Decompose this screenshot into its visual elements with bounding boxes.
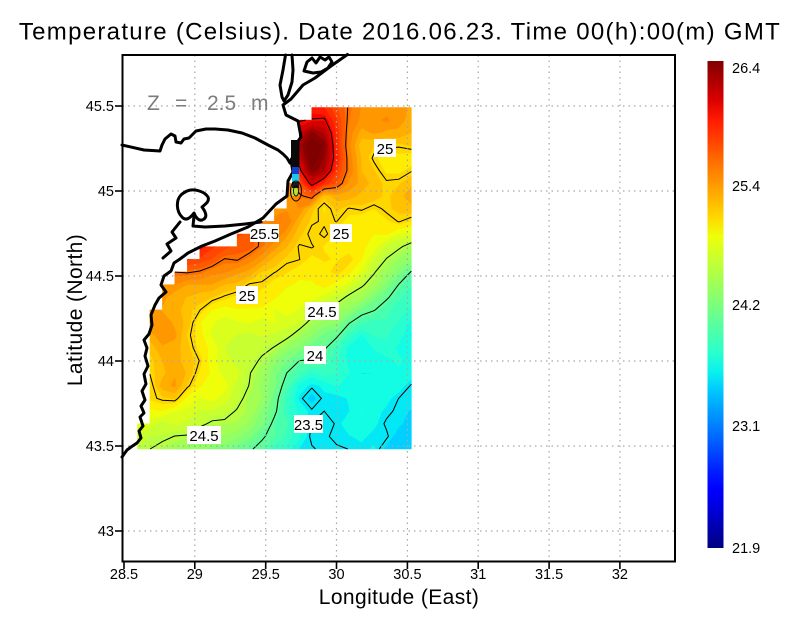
svg-text:24: 24: [307, 348, 324, 365]
svg-text:23.5: 23.5: [294, 417, 323, 434]
svg-text:21.9: 21.9: [732, 541, 760, 557]
svg-text:43: 43: [98, 524, 114, 540]
svg-text:44.5: 44.5: [86, 269, 114, 285]
svg-text:26.4: 26.4: [732, 61, 760, 77]
svg-text:31.5: 31.5: [535, 567, 563, 583]
svg-text:32: 32: [612, 567, 628, 583]
svg-text:43.5: 43.5: [86, 439, 114, 455]
svg-text:29: 29: [187, 567, 203, 583]
svg-text:=: =: [175, 92, 187, 115]
svg-text:Temperature (Celsius). Date 20: Temperature (Celsius). Date 2016.06.23. …: [19, 19, 781, 46]
svg-text:25.5: 25.5: [250, 226, 279, 243]
svg-text:Latitude (North): Latitude (North): [64, 234, 87, 386]
svg-text:24.5: 24.5: [307, 304, 336, 321]
svg-text:m: m: [251, 92, 269, 115]
svg-text:29.5: 29.5: [252, 567, 280, 583]
svg-text:24.5: 24.5: [189, 428, 218, 445]
svg-text:45.5: 45.5: [86, 99, 114, 115]
svg-text:24.2: 24.2: [732, 298, 760, 314]
svg-text:25.4: 25.4: [732, 179, 760, 195]
svg-text:23.1: 23.1: [732, 419, 760, 435]
svg-text:Longitude (East): Longitude (East): [319, 586, 480, 609]
svg-text:25: 25: [377, 141, 394, 158]
svg-text:31: 31: [470, 567, 486, 583]
svg-text:30.5: 30.5: [393, 567, 421, 583]
svg-text:28.5: 28.5: [110, 567, 138, 583]
svg-text:44: 44: [98, 354, 114, 370]
svg-text:Z: Z: [147, 92, 160, 115]
svg-text:45: 45: [98, 184, 114, 200]
svg-text:25: 25: [239, 288, 256, 305]
svg-text:25: 25: [333, 226, 350, 243]
svg-text:30: 30: [328, 567, 344, 583]
svg-text:2.5: 2.5: [207, 92, 236, 115]
